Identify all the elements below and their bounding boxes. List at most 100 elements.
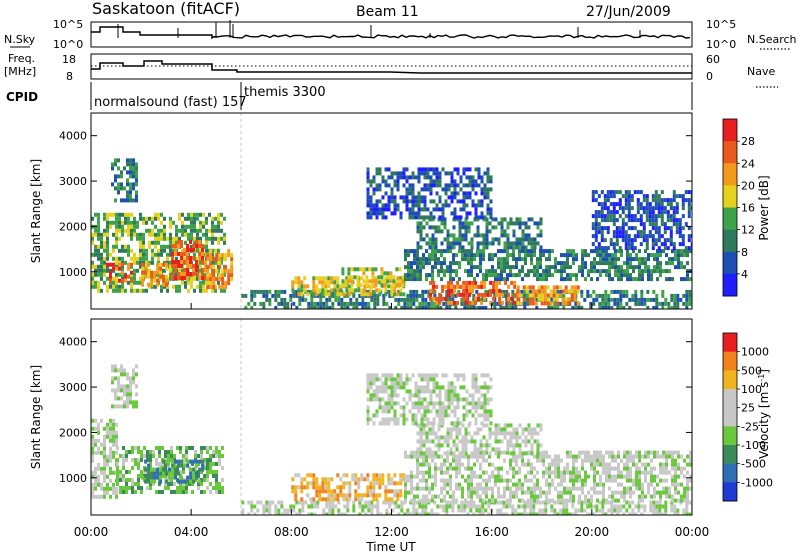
- velocity-cell: [135, 372, 138, 376]
- power-cell: [217, 225, 220, 229]
- power-cell: [649, 222, 652, 226]
- velocity-cell: [274, 505, 277, 509]
- power-cell: [664, 230, 667, 234]
- power-cell: [638, 257, 641, 261]
- power-cell: [135, 190, 138, 194]
- power-cell: [106, 249, 109, 253]
- velocity-cell: [668, 451, 671, 455]
- power-cell: [321, 288, 324, 292]
- power-cell: [370, 179, 373, 183]
- power-cell: [605, 257, 608, 261]
- power-cell: [341, 283, 344, 287]
- velocity-cell: [557, 455, 560, 459]
- power-cell: [100, 289, 103, 293]
- power-cell: [682, 226, 685, 230]
- power-cell: [379, 183, 382, 187]
- power-cell: [468, 225, 471, 229]
- power-cell: [611, 257, 614, 261]
- power-cell: [106, 263, 109, 267]
- velocity-cell: [170, 446, 173, 450]
- power-cell: [504, 241, 507, 245]
- power-cell: [572, 273, 575, 277]
- power-cell: [674, 257, 677, 261]
- velocity-cell: [494, 467, 497, 471]
- power-cell: [286, 302, 289, 306]
- power-cell: [676, 226, 679, 230]
- nave-tick-top: 60: [706, 53, 720, 66]
- velocity-cell: [123, 404, 126, 408]
- velocity-cell: [611, 479, 614, 483]
- velocity-cell: [170, 482, 173, 486]
- power-cell: [410, 261, 413, 265]
- velocity-cell: [566, 463, 569, 467]
- velocity-cell: [560, 495, 563, 499]
- power-cell: [201, 272, 204, 276]
- power-cell: [601, 246, 604, 250]
- power-cell: [429, 289, 432, 293]
- power-cell: [186, 260, 189, 264]
- power-cell: [463, 199, 466, 203]
- velocity-cell: [462, 443, 465, 447]
- power-cell: [280, 298, 283, 302]
- power-cell: [118, 279, 121, 283]
- velocity-cell: [115, 431, 118, 435]
- power-cell: [463, 191, 466, 195]
- velocity-cell: [212, 486, 215, 490]
- velocity-cell: [294, 497, 297, 501]
- power-cell: [479, 253, 482, 257]
- power-cell: [625, 238, 628, 242]
- velocity-cell: [318, 493, 321, 497]
- velocity-cell: [448, 505, 451, 509]
- velocity-cell: [387, 497, 390, 501]
- power-cell: [376, 215, 379, 219]
- power-cell: [683, 277, 686, 281]
- velocity-cell: [399, 489, 402, 493]
- power-cell: [356, 267, 359, 271]
- power-cell: [577, 301, 580, 305]
- power-cell: [647, 253, 650, 257]
- power-cell: [94, 213, 97, 217]
- power-cell: [676, 202, 679, 206]
- velocity-cell: [671, 483, 674, 487]
- velocity-cell: [617, 475, 620, 479]
- velocity-cell: [168, 468, 171, 472]
- power-cell: [418, 211, 421, 215]
- power-cell: [202, 225, 205, 229]
- power-cell: [571, 289, 574, 293]
- power-cell: [141, 263, 144, 267]
- power-y-axis-label: Slant Range [km]: [29, 159, 43, 263]
- power-cell: [130, 233, 133, 237]
- power-cell: [150, 283, 153, 287]
- power-cell: [429, 225, 432, 229]
- power-cell: [384, 292, 387, 296]
- power-cell: [492, 285, 495, 289]
- power-cell: [433, 171, 436, 175]
- velocity-cell: [153, 480, 156, 484]
- power-cell: [354, 288, 357, 292]
- velocity-cell: [369, 485, 372, 489]
- power-cell: [482, 277, 485, 281]
- velocity-cell: [418, 505, 421, 509]
- power-cell: [536, 257, 539, 261]
- noise-left-tick-bottom: 10^0: [53, 38, 83, 51]
- power-cell: [291, 284, 294, 288]
- power-cell: [363, 288, 366, 292]
- power-cell: [604, 194, 607, 198]
- velocity-cell: [109, 431, 112, 435]
- power-cell: [667, 202, 670, 206]
- power-cell: [460, 175, 463, 179]
- power-cell: [127, 267, 130, 271]
- power-cell: [634, 238, 637, 242]
- velocity-cell: [348, 493, 351, 497]
- velocity-cell: [165, 460, 168, 464]
- velocity-cell: [459, 431, 462, 435]
- power-cell: [602, 253, 605, 257]
- velocity-cell: [209, 470, 212, 474]
- velocity-cell: [425, 471, 428, 475]
- velocity-cell: [114, 368, 117, 372]
- power-cell: [462, 225, 465, 229]
- velocity-cell: [150, 472, 153, 476]
- power-cell: [441, 229, 444, 233]
- power-cell: [423, 237, 426, 241]
- velocity-cell: [503, 487, 506, 491]
